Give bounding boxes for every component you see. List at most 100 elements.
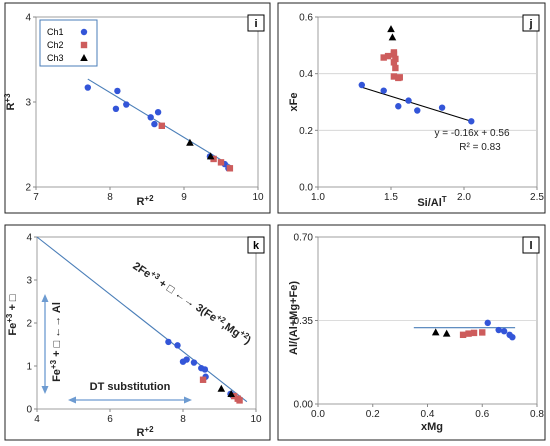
y-tick-label: 0.00 [294,400,314,411]
chart-panel-j: 1.0 1.5 2.0 2.5 0.0 0.2 0.4 0.6 j Si/AlT xFe y = -0… [277,2,546,214]
x-tick-label: 4 [34,414,40,425]
y-axis-label: Al/(Al+Mg+Fe) [288,281,300,355]
legend: Ch1 Ch2 Ch3 [39,19,98,67]
data-point-ch1 [123,101,130,108]
panel-letter: k [253,240,260,252]
x-tick-label: 6 [107,414,113,425]
panel-frame [4,224,271,441]
data-point-ch1 [151,120,158,128]
y-tick-label: 0.4 [299,69,313,80]
data-point-ch1 [165,338,172,346]
y-tick-label: 0.0 [299,183,313,194]
data-point-ch1 [395,103,402,110]
x-tick-label: 0.4 [421,409,435,420]
legend-marker-ch1 [80,28,88,36]
legend-label-ch3: Ch3 [47,53,64,63]
data-point-ch1 [500,328,508,335]
x-tick-label: 10 [252,192,264,203]
x-tick-label: 7 [33,192,39,203]
y-tick-label: 0.70 [294,233,314,244]
data-point-ch1 [183,356,190,363]
data-point-ch1 [114,87,121,95]
data-point-ch2 [390,49,398,56]
arrow-head-icon [41,386,49,394]
data-point-ch2 [479,329,486,336]
panel-letter: i [254,18,257,30]
data-point-ch3 [387,25,395,33]
data-point-ch3 [442,329,451,337]
x-tick-label: 8 [180,414,186,425]
data-point-ch1 [84,84,92,91]
y-tick-label: 2 [26,319,32,330]
panel-letter-box [522,236,540,254]
data-point-ch2 [384,52,392,60]
x-tick-label: 1.0 [311,192,325,203]
data-point-ch2 [199,376,207,383]
legend-marker-ch2 [80,41,88,49]
data-point-ch1 [438,104,446,111]
x-tick-label: 0.2 [366,409,380,420]
data-point-ch2 [390,73,398,80]
data-point-ch1 [414,107,421,114]
arrow-head-icon [184,396,192,404]
data-point-ch2 [470,329,478,337]
data-point-ch3 [431,328,440,336]
arrow-head-icon [41,294,49,302]
data-point-ch1 [495,326,502,334]
y-tick-label: 3 [26,276,32,287]
x-tick-label: 1.5 [384,192,398,203]
panel-letter-box [247,14,265,32]
chart-panel-l: 0.0 0.2 0.4 0.6 0.8 0.00 0.35 0.70 l xMg Al/(Al+Mg… [277,224,546,441]
data-point-ch1 [201,366,209,373]
x-tick-label: 0.6 [475,409,489,420]
r-squared-label: R² = 0.83 [459,142,501,153]
vertical-annotation: Fe+3 + □ ←→ Al [49,302,63,382]
data-point-ch2 [392,55,399,63]
y-axis-label: xFe [288,93,300,112]
y-tick-label: 3 [25,98,31,109]
data-point-ch3 [227,389,235,397]
panel-letter-box [522,14,540,32]
data-point-ch1 [509,334,516,341]
x-tick-label: 8 [107,192,113,203]
y-tick-label: 0.6 [299,13,313,24]
data-point-ch2 [380,54,387,61]
panel-letter: j [528,18,532,30]
x-tick-label: 2.5 [530,192,544,203]
x-axis-label: xMg [421,421,443,433]
data-point-ch1 [174,342,181,349]
data-point-ch2 [390,59,398,66]
data-point-ch2 [396,74,403,81]
trend-line [361,86,472,122]
y-axis-label: Fe+3 + □ [5,294,19,336]
data-point-ch2 [459,331,467,339]
dt-substitution-label: DT substitution [90,381,171,393]
data-point-ch2 [226,165,234,172]
data-point-ch3 [388,33,397,41]
x-tick-label: 9 [181,192,187,203]
data-point-ch1 [154,109,162,116]
trend-line [36,236,248,403]
y-tick-label: 2 [25,183,31,194]
x-tick-label: 2.0 [457,192,471,203]
data-point-ch1 [380,87,387,94]
data-point-ch2 [158,122,165,129]
plot-area [317,16,538,188]
data-point-ch1 [147,114,154,121]
data-point-ch3 [206,152,215,160]
data-point-ch1 [190,359,198,366]
data-point-ch1 [405,97,412,104]
legend-frame [39,19,98,67]
y-tick-label: 4 [26,233,32,244]
data-point-ch3 [186,138,194,146]
y-tick-label: 0.35 [294,316,314,327]
y-tick-label: 0.2 [299,126,313,137]
x-axis-label: Si/AlT [417,195,446,209]
x-tick-label: 0.8 [530,409,544,420]
data-point-ch3 [217,384,226,392]
panel-frame [277,2,546,214]
panel-letter-box [247,236,265,254]
panel-letter: l [529,240,532,252]
